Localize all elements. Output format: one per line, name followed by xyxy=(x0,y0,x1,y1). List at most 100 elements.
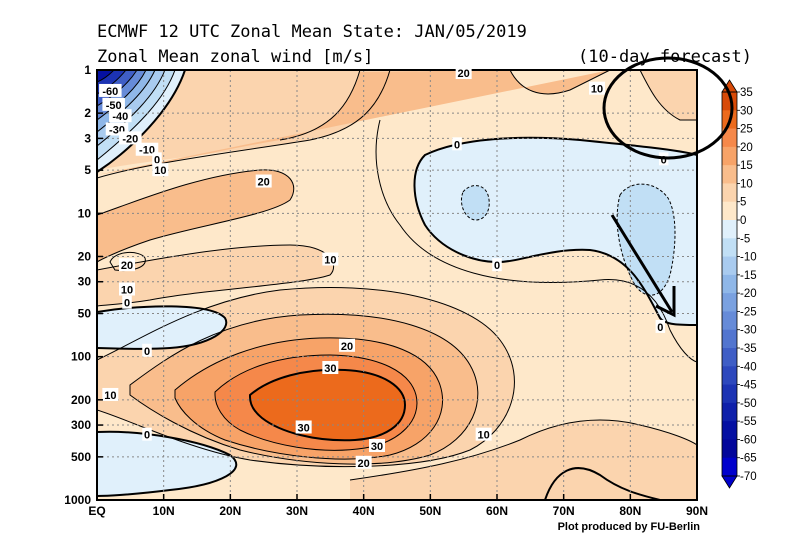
colorbar-label: 25 xyxy=(740,124,753,136)
contour-label-bg xyxy=(452,137,462,151)
contour-label: 20 xyxy=(258,177,270,189)
colorbar-swatch xyxy=(722,183,737,203)
colorbar-label: -30 xyxy=(740,325,757,337)
contour-label: 0 xyxy=(494,260,500,272)
contour-label-bg xyxy=(492,258,502,272)
y-tick-label: 500 xyxy=(71,450,91,464)
y-tick-label: 200 xyxy=(71,393,91,407)
arrow-shaft xyxy=(610,214,674,313)
colorbar-label: 0 xyxy=(740,215,746,227)
contour-neg5-polar xyxy=(616,183,676,296)
annotation-circle xyxy=(602,56,734,160)
y-tick-label: 50 xyxy=(78,307,92,321)
contour-20-mid-left xyxy=(97,169,295,263)
contour-20-upper xyxy=(279,70,361,141)
contour-neg-line-6 xyxy=(97,70,166,147)
colorbar-label: 20 xyxy=(740,142,753,154)
colorbar-bottom-arrow xyxy=(721,475,738,489)
colorbar-label: -25 xyxy=(740,306,757,318)
x-tick-label: 40N xyxy=(353,504,375,518)
contour-zero-surface-polar xyxy=(544,467,661,500)
contour-10-upper-right xyxy=(509,70,611,95)
colorbar-label: -50 xyxy=(740,398,757,410)
contour-label: 20 xyxy=(358,458,370,470)
colorbar-swatch xyxy=(722,293,737,312)
colorbar-swatch xyxy=(722,256,737,276)
contour-10-jet-outer xyxy=(97,286,515,468)
colorbar-swatch xyxy=(722,274,737,294)
contour-label-bg xyxy=(255,174,272,188)
contour-label: -10 xyxy=(139,145,155,157)
contour-label-bg xyxy=(322,252,339,266)
colorbar-label: -40 xyxy=(740,361,757,373)
y-axis: 1 2 3 5 10 20 30 50 100 200 300 500 1000 xyxy=(64,63,103,507)
colorbar-swatch xyxy=(722,165,737,184)
y-tick-label: 30 xyxy=(78,275,92,289)
arrow-head xyxy=(655,286,676,318)
colorbar-swatch xyxy=(722,348,737,367)
colorbar-label: -15 xyxy=(740,270,757,282)
contour-label: -20 xyxy=(122,133,138,145)
contour-label-bg xyxy=(142,343,152,357)
x-tick-label: 60N xyxy=(486,504,508,518)
x-axis: EQ 10N 20N 30N 40N 50N 60N 70N 80N 90N xyxy=(88,494,708,518)
contour-label-bg xyxy=(119,258,135,272)
colorbar-swatch xyxy=(722,384,737,404)
contour-label-bg xyxy=(369,438,385,452)
plot-area xyxy=(97,70,697,500)
contour-label-bg xyxy=(119,131,142,145)
fill-10-lower-trop xyxy=(350,420,697,500)
contour-label-bg xyxy=(99,83,122,97)
contour-15-jet xyxy=(129,313,479,465)
contour-label-bg xyxy=(455,66,472,80)
y-tick-label: 5 xyxy=(84,163,91,177)
annotation-arrow xyxy=(610,214,676,318)
contour-label: -60 xyxy=(102,86,118,98)
contour-label-bg xyxy=(655,319,666,333)
colorbar-label: 30 xyxy=(740,105,753,117)
x-tick-label: 30N xyxy=(286,504,308,518)
contour-neg5-mid xyxy=(461,185,490,221)
contour-label: 10 xyxy=(121,285,133,297)
colorbar-swatch xyxy=(722,201,737,221)
colorbar-label: -55 xyxy=(740,416,757,428)
contour-label: 0 xyxy=(657,322,663,334)
x-tick-label: 80N xyxy=(619,504,641,518)
title-line-1: ECMWF 12 UTC Zonal Mean State: JAN/05/20… xyxy=(97,22,527,42)
y-tick-label: 100 xyxy=(71,350,91,364)
contour-label: 20 xyxy=(341,341,353,353)
x-tick-label: 70N xyxy=(553,504,575,518)
colorbar-swatch xyxy=(722,366,737,386)
fill-30-jet xyxy=(250,369,405,441)
contour-label: 30 xyxy=(371,441,383,453)
colorbar-swatch xyxy=(722,439,737,459)
colorbar-label: 35 xyxy=(740,87,753,99)
contour-10-lower-right xyxy=(349,419,697,481)
credit-text: Plot produced by FU-Berlin xyxy=(558,521,701,533)
colorbar-swatch xyxy=(722,146,737,166)
colorbar-swatch xyxy=(722,402,737,422)
y-tick-label: 1 xyxy=(84,63,91,77)
colorbar-label: 15 xyxy=(740,160,753,172)
contour-zero-50hpa xyxy=(97,305,228,350)
fill-neg-polar-vortex xyxy=(414,137,697,325)
fill-neg5-mid xyxy=(461,185,490,220)
colorbar-label: -45 xyxy=(740,380,757,392)
contour-10-upper xyxy=(97,70,391,179)
colorbar: 35 30 25 20 15 10 5 0 -5 -10 -15 -20 -25 -30 -35 -40 -45… xyxy=(721,79,757,489)
x-tick-label: 50N xyxy=(419,504,441,518)
contour-label: -40 xyxy=(112,111,128,123)
contour-label-bg xyxy=(142,427,152,441)
contour-label: 30 xyxy=(298,422,310,434)
contour-label-bg xyxy=(475,427,492,441)
x-tick-label: EQ xyxy=(88,504,105,518)
contour-label: 30 xyxy=(324,363,336,375)
contour-neg-line-7 xyxy=(97,70,176,161)
contour-label-bg xyxy=(102,97,125,111)
plot-frame xyxy=(96,69,698,501)
colorbar-swatch xyxy=(722,128,737,148)
y-tick-label: 1000 xyxy=(64,493,91,507)
contour-label-bg xyxy=(119,282,135,296)
x-tick-label: 20N xyxy=(219,504,241,518)
